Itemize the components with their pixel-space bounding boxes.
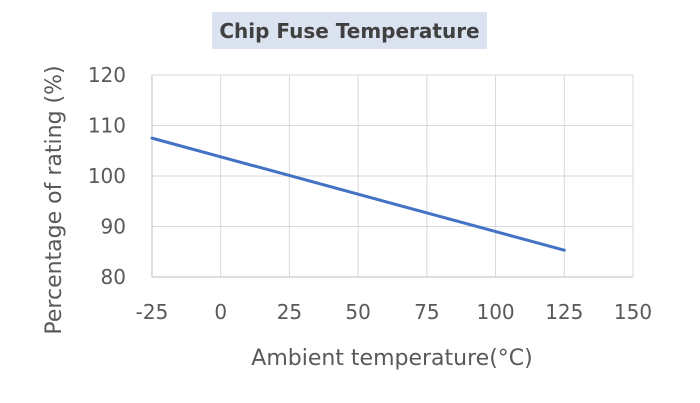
axis-layer <box>151 75 633 278</box>
x-tick-label: 25 <box>277 300 302 324</box>
y-tick-label: 120 <box>88 63 126 87</box>
x-tick-label: 75 <box>414 300 439 324</box>
x-tick-label: 50 <box>345 300 370 324</box>
x-axis-title: Ambient temperature(°C) <box>251 346 532 371</box>
x-tick-label: 150 <box>614 300 652 324</box>
grid-layer <box>152 74 634 277</box>
tick-labels: -25 0 25 50 75 100 125 150 80 90 100 110 120 <box>88 63 652 324</box>
y-axis-title: Percentage of rating (%) <box>42 65 67 334</box>
series-line <box>150 136 566 252</box>
x-tick-label: 125 <box>545 300 583 324</box>
chart-title: Chip Fuse Temperature <box>219 19 479 43</box>
series-layer <box>150 136 566 252</box>
x-tick-label: 100 <box>476 300 514 324</box>
y-tick-label: 100 <box>88 164 126 188</box>
x-tick-label: -25 <box>136 300 169 324</box>
y-tick-label: 90 <box>101 215 126 239</box>
x-tick-label: 0 <box>214 300 227 324</box>
chart-title-background <box>212 12 487 49</box>
y-tick-label: 80 <box>101 265 126 289</box>
y-tick-label: 110 <box>88 114 126 138</box>
